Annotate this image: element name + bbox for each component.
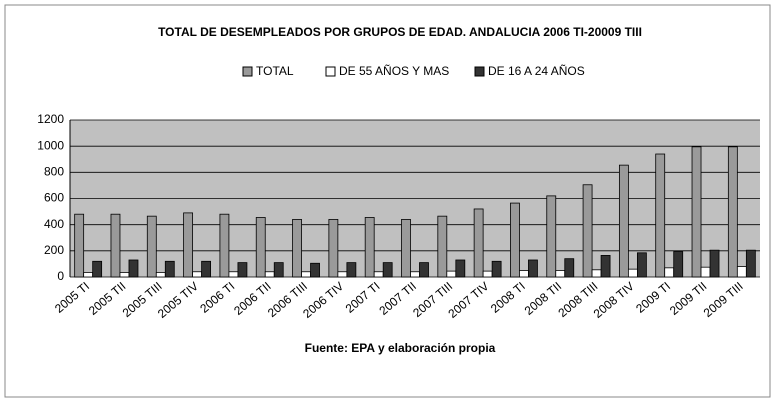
y-tick-label: 600 [44,191,64,205]
bar [709,249,720,278]
bar [618,164,629,278]
bar [446,270,457,278]
bar [164,260,175,278]
legend-label: DE 55 AÑOS Y MAS [339,64,449,78]
legend-swatch [474,66,485,77]
bar [92,260,103,278]
bar [328,219,339,278]
bar [555,270,566,278]
bar [273,262,284,278]
y-tick-label: 0 [57,269,64,283]
bar [337,271,348,278]
bar [528,259,538,278]
bar [700,266,711,278]
bar [346,262,357,278]
y-tick-label: 400 [44,217,64,231]
bar [74,213,85,278]
chart-title: TOTAL DE DESEMPLEADOS POR GRUPOS DE EDAD… [158,25,642,39]
bar [691,146,702,278]
legend-swatch [242,66,253,77]
bar [382,262,393,278]
bar [591,269,602,278]
source-note: Fuente: EPA y elaboración propia [305,341,496,355]
y-tick-label: 200 [44,243,64,257]
bar [627,268,638,278]
bar [582,184,593,278]
bar [155,272,166,278]
bar [237,262,248,278]
bar [546,195,557,278]
legend-swatch [325,66,336,77]
bar [364,217,375,278]
bar [83,272,94,278]
bar [128,259,139,278]
bar [228,271,239,278]
bar [727,146,738,278]
bar [664,267,675,278]
bar [410,271,420,278]
y-tick-label: 1000 [37,138,64,152]
bar [110,213,121,278]
bar [564,258,575,278]
bar [292,219,302,278]
legend-label: DE 16 A 24 AÑOS [488,64,585,78]
bar [219,213,230,278]
y-tick-label: 800 [44,165,64,179]
bar [736,266,747,278]
y-tick-label: 1200 [37,112,64,126]
bar [437,215,448,278]
bar [419,262,429,278]
bar [264,271,275,278]
bar [600,255,611,278]
bar [119,272,130,278]
bar [201,260,212,278]
bar [183,212,194,278]
bar [310,262,320,278]
bar [482,270,493,278]
bar [146,215,157,278]
bar [473,208,484,278]
bar [455,259,466,278]
bar [373,271,384,278]
bar [491,260,502,278]
bar [519,270,529,278]
bar [192,271,203,278]
bar [301,271,311,278]
bar [655,153,666,278]
bar [401,219,411,278]
bar [745,249,756,278]
bar [255,217,266,278]
legend-label: TOTAL [256,64,294,78]
bar [673,251,684,278]
bar [510,202,520,278]
bar [636,252,647,278]
